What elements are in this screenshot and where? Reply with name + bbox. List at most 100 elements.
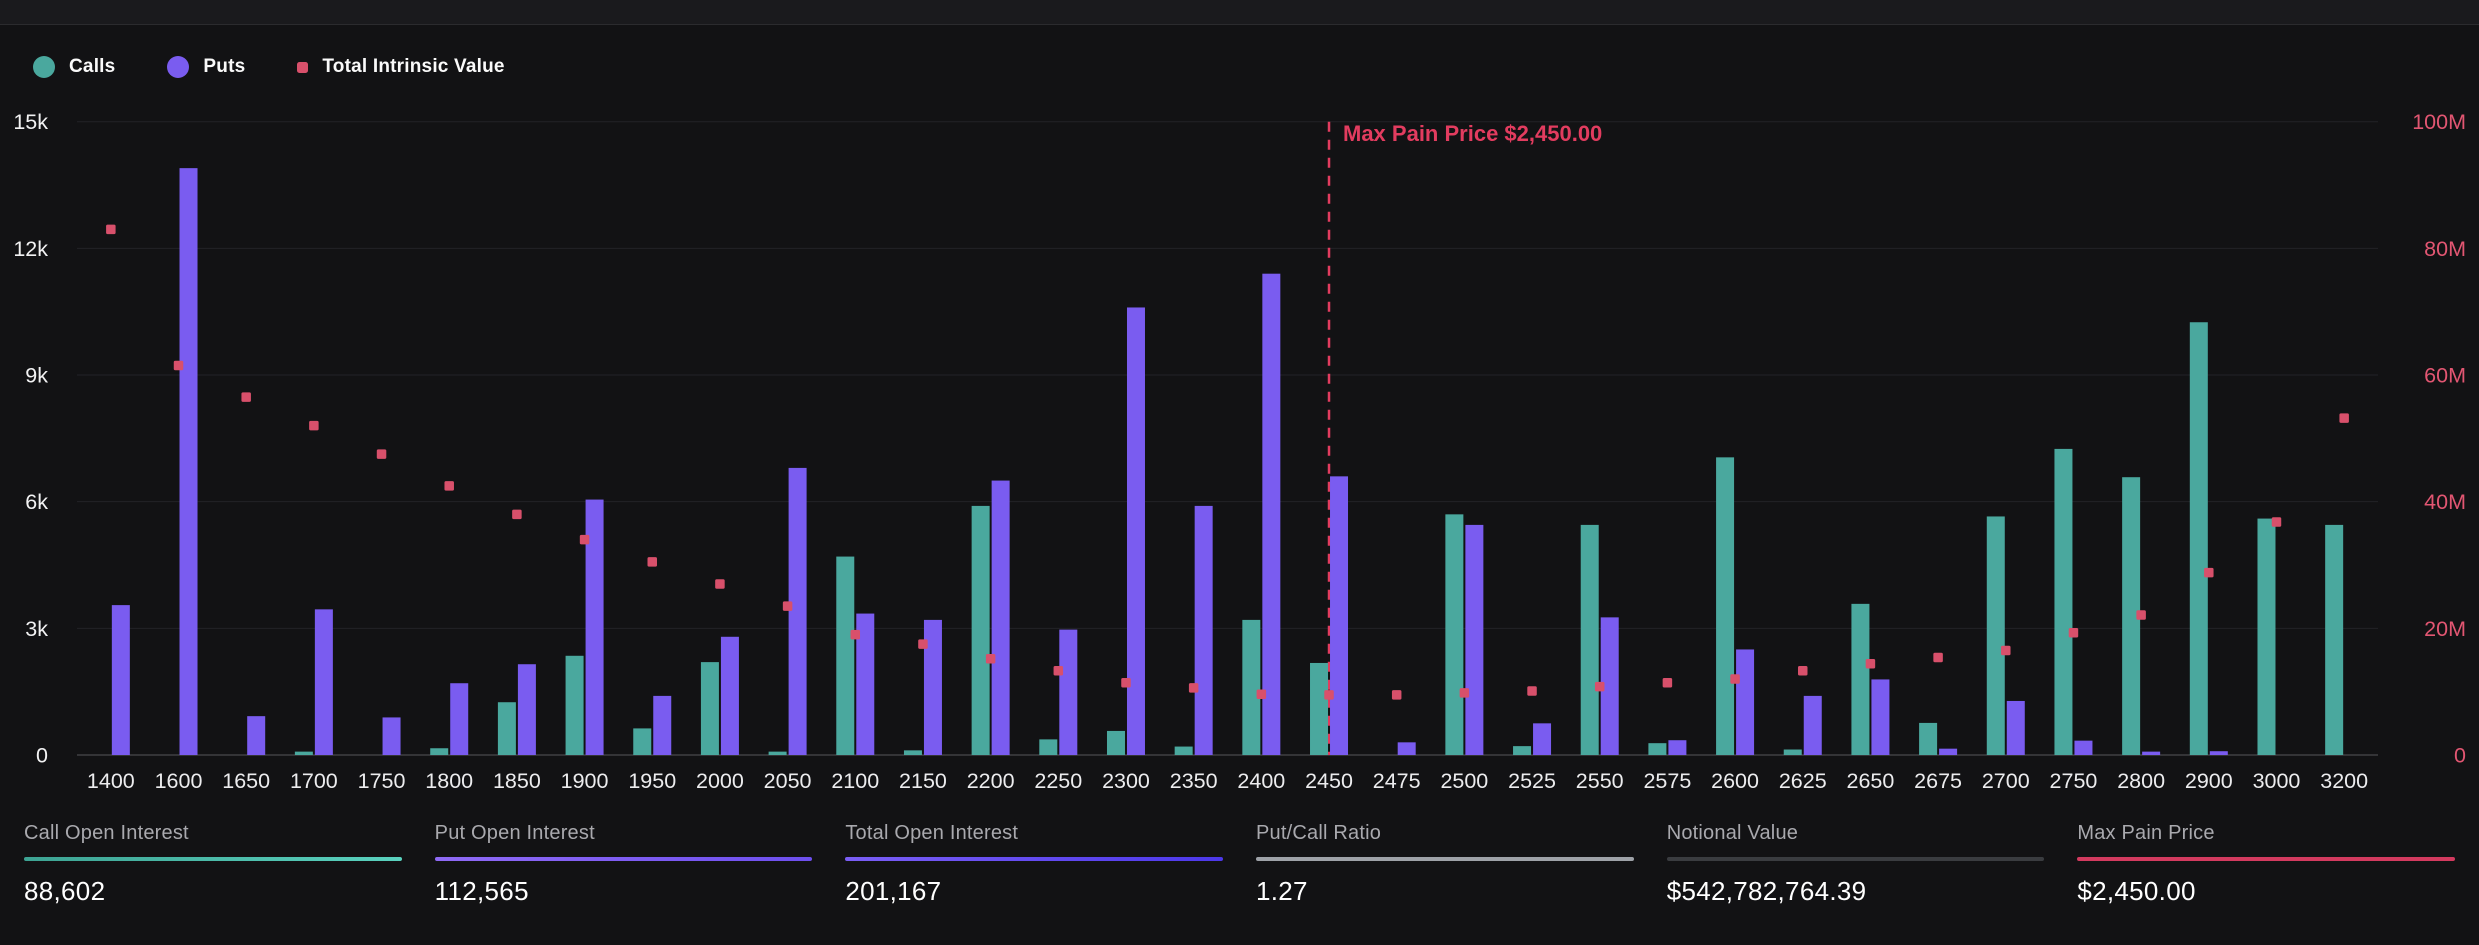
call-bar[interactable] — [294, 751, 313, 755]
call-bar[interactable] — [1513, 746, 1532, 755]
intrinsic-value-dot[interactable] — [1730, 674, 1740, 684]
call-bar[interactable] — [1242, 619, 1261, 755]
call-bar[interactable] — [1106, 730, 1125, 755]
call-bar[interactable] — [1310, 662, 1329, 755]
intrinsic-value-dot[interactable] — [1391, 690, 1402, 700]
put-bar[interactable] — [1668, 740, 1687, 755]
intrinsic-value-dot[interactable] — [1865, 659, 1876, 669]
put-bar[interactable] — [314, 609, 333, 755]
intrinsic-value-dot[interactable] — [1798, 666, 1808, 676]
call-bar[interactable] — [1986, 516, 2005, 755]
intrinsic-value-dot[interactable] — [850, 629, 861, 640]
legend-item-puts[interactable]: Puts — [167, 56, 245, 78]
call-bar[interactable] — [971, 505, 990, 755]
call-bar[interactable] — [2054, 448, 2073, 755]
call-bar[interactable] — [1716, 457, 1735, 755]
x-axis-label: 1800 — [425, 769, 473, 793]
call-bar[interactable] — [2122, 477, 2141, 755]
put-bar[interactable] — [111, 605, 130, 755]
put-bar[interactable] — [1126, 307, 1145, 755]
intrinsic-value-dot[interactable] — [2136, 610, 2146, 620]
call-bar[interactable] — [903, 750, 922, 755]
put-bar[interactable] — [1533, 723, 1552, 755]
intrinsic-value-dot[interactable] — [715, 579, 725, 589]
put-bar[interactable] — [1465, 524, 1484, 755]
put-bar[interactable] — [179, 168, 198, 756]
intrinsic-value-dot[interactable] — [241, 392, 251, 402]
put-bar[interactable] — [1330, 476, 1349, 755]
intrinsic-value-dot[interactable] — [647, 557, 658, 567]
intrinsic-value-dot[interactable] — [918, 639, 928, 649]
legend-item-intrinsic[interactable]: Total Intrinsic Value — [297, 56, 504, 78]
put-bar[interactable] — [2209, 751, 2228, 755]
call-bar[interactable] — [1580, 524, 1599, 755]
call-bar[interactable] — [2257, 518, 2276, 755]
put-bar[interactable] — [1871, 679, 1890, 755]
call-bar[interactable] — [2325, 524, 2344, 755]
put-bar[interactable] — [923, 619, 942, 755]
intrinsic-value-dot[interactable] — [1459, 688, 1470, 698]
put-bar[interactable] — [517, 664, 536, 755]
put-bar[interactable] — [1736, 649, 1755, 755]
put-bar[interactable] — [1194, 505, 1213, 755]
put-bar[interactable] — [382, 717, 401, 755]
intrinsic-value-dot[interactable] — [1324, 690, 1334, 700]
intrinsic-value-dot[interactable] — [1121, 678, 1131, 688]
intrinsic-value-dot[interactable] — [376, 449, 387, 459]
intrinsic-value-dot[interactable] — [2271, 517, 2282, 527]
put-bar[interactable] — [1397, 742, 1416, 755]
intrinsic-value-dot[interactable] — [985, 653, 996, 664]
put-bar[interactable] — [856, 613, 875, 755]
intrinsic-value-dot[interactable] — [1594, 681, 1605, 692]
intrinsic-value-dot[interactable] — [1053, 666, 1064, 676]
intrinsic-value-dot[interactable] — [1662, 678, 1673, 688]
intrinsic-value-dot[interactable] — [444, 481, 454, 491]
put-bar[interactable] — [247, 716, 266, 755]
call-bar[interactable] — [497, 702, 516, 755]
put-bar[interactable] — [1803, 695, 1822, 755]
intrinsic-value-dot[interactable] — [106, 224, 116, 235]
put-bar[interactable] — [2074, 740, 2093, 755]
call-bar[interactable] — [1174, 746, 1193, 755]
call-bar[interactable] — [1851, 603, 1870, 755]
put-bar[interactable] — [1262, 273, 1281, 755]
put-bar[interactable] — [788, 467, 807, 755]
legend-label-intrinsic: Total Intrinsic Value — [322, 56, 505, 77]
put-bar[interactable] — [1600, 617, 1619, 755]
put-bar[interactable] — [720, 636, 739, 755]
call-bar[interactable] — [633, 728, 652, 755]
intrinsic-value-dot[interactable] — [2339, 413, 2349, 423]
put-bar[interactable] — [991, 480, 1010, 755]
intrinsic-value-dot[interactable] — [579, 534, 590, 545]
put-bar[interactable] — [2006, 700, 2025, 755]
intrinsic-value-dot[interactable] — [2068, 628, 2079, 638]
call-bar[interactable] — [1039, 739, 1058, 755]
intrinsic-value-dot[interactable] — [512, 509, 522, 520]
put-bar[interactable] — [2142, 751, 2161, 755]
call-bar[interactable] — [836, 556, 855, 755]
intrinsic-value-dot[interactable] — [2204, 567, 2214, 578]
intrinsic-value-dot[interactable] — [1188, 683, 1199, 693]
put-bar[interactable] — [450, 683, 469, 755]
call-bar[interactable] — [430, 748, 449, 755]
put-bar[interactable] — [653, 695, 672, 755]
legend-item-calls[interactable]: Calls — [33, 56, 115, 78]
call-bar[interactable] — [1919, 722, 1938, 755]
put-bar[interactable] — [585, 499, 604, 755]
call-bar[interactable] — [768, 751, 787, 755]
call-bar[interactable] — [700, 662, 719, 755]
put-bar[interactable] — [1059, 629, 1078, 755]
call-bar[interactable] — [1648, 743, 1667, 755]
call-bar[interactable] — [1783, 749, 1802, 755]
intrinsic-value-dot[interactable] — [1256, 689, 1267, 699]
call-bar[interactable] — [565, 655, 584, 755]
intrinsic-value-dot[interactable] — [2001, 645, 2011, 656]
intrinsic-value-dot[interactable] — [1527, 686, 1537, 696]
intrinsic-value-dot[interactable] — [1933, 652, 1943, 663]
put-bar[interactable] — [1939, 748, 1958, 755]
call-bar[interactable] — [1445, 514, 1464, 755]
intrinsic-value-dot[interactable] — [309, 420, 319, 431]
call-bar[interactable] — [2189, 322, 2208, 755]
intrinsic-value-dot[interactable] — [173, 360, 184, 371]
intrinsic-value-dot[interactable] — [782, 601, 793, 611]
